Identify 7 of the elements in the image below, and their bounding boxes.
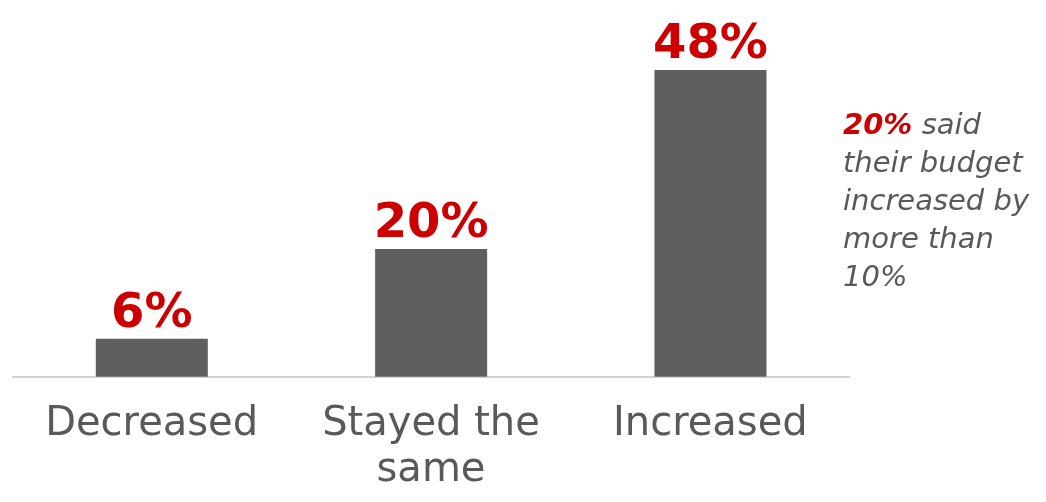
data-label: 6% [111,281,193,338]
x-tick-label: Stayed the same [322,398,540,490]
data-label: 48% [653,13,768,69]
x-tick-label: Decreased [45,398,259,444]
data-label: 20% [373,192,489,249]
annotation: 20% said their budget increased by more than 10% [843,107,1030,293]
x-tick-label: Increased [613,398,808,444]
